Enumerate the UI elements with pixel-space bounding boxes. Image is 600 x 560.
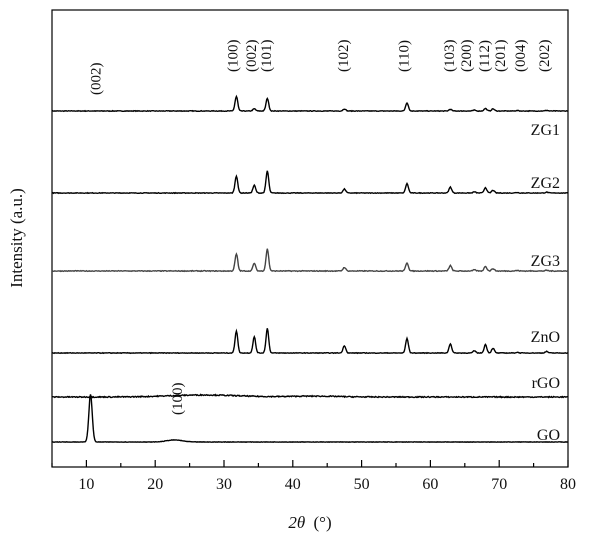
peak-label: (100) [225,40,241,73]
x-tick-label: 10 [78,476,94,493]
plot-frame [51,9,569,468]
trace-zg3 [51,248,569,273]
series-label-zg3: ZG3 [531,253,560,270]
x-tick-label: 80 [560,476,576,493]
x-axis-label-symbol: 2θ [288,513,305,532]
peak-label: (201) [493,40,509,73]
x-axis: 10 20 30 40 50 60 70 80 [51,460,576,493]
peak-label: (102) [336,40,352,73]
series-label-go: GO [537,427,560,444]
x-tick-label: 30 [216,476,232,493]
peak-label: (103) [442,40,458,73]
x-tick-label: 20 [147,476,163,493]
series-label-rgo: rGO [532,375,560,392]
x-tick-label: 50 [354,476,370,493]
peak-label: (110) [397,40,413,72]
peak-label: (002) [244,40,260,73]
peak-label-go: (002) [88,63,104,96]
peak-label: (200) [459,40,475,73]
trace-rgo [52,393,569,399]
trace-zg1 [51,94,569,113]
trace-zg2 [51,170,569,195]
x-tick-label: 40 [285,476,301,493]
series-labels-layer: ZG1 ZG2 ZG3 ZnO rGO GO [531,122,560,444]
peak-label: (004) [513,40,529,73]
x-tick-label: 60 [422,476,438,493]
peak-label-go: (100) [170,383,186,416]
x-tick-label: 70 [491,476,507,493]
peak-labels-layer: (100) (002) (101) (102) (110) (103) (200) (112)… [88,40,553,416]
x-axis-label: 2θ (°) [288,513,331,532]
peak-label: (101) [259,40,275,73]
trace-zno [52,328,569,355]
peak-label: (202) [537,40,553,73]
series-label-zno: ZnO [531,329,560,346]
series-label-zg1: ZG1 [531,122,560,139]
peak-label: (112) [477,40,493,72]
series-label-zg2: ZG2 [531,175,560,192]
trace-go [51,394,568,444]
x-axis-label-unit: (°) [313,513,331,532]
y-axis-label: Intensity (a.u.) [7,188,26,288]
traces-layer [51,94,569,444]
